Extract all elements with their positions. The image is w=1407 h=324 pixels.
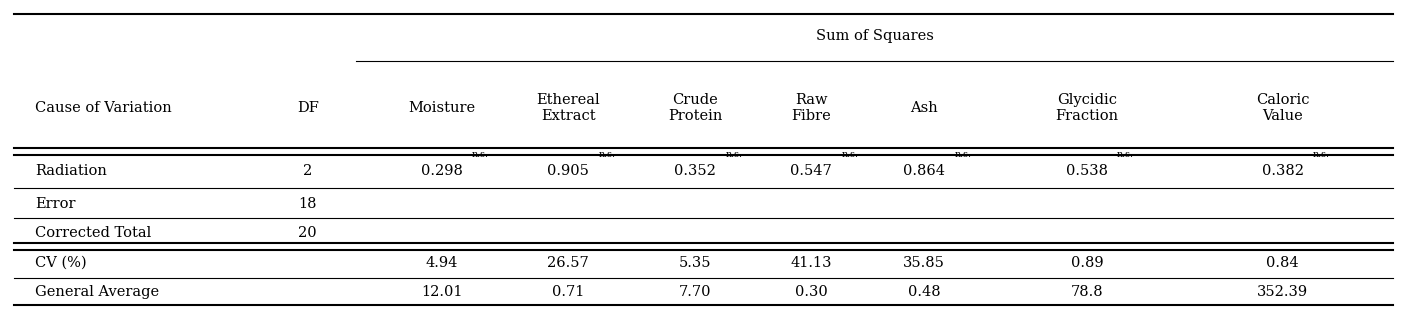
Text: DF: DF: [297, 101, 319, 115]
Text: Moisture: Moisture: [408, 101, 476, 115]
Text: 2: 2: [303, 164, 312, 178]
Text: n.s.: n.s.: [726, 150, 743, 159]
Text: 0.864: 0.864: [903, 164, 946, 178]
Text: 4.94: 4.94: [425, 256, 457, 270]
Text: Ash: Ash: [910, 101, 938, 115]
Text: Corrected Total: Corrected Total: [35, 226, 151, 240]
Text: 26.57: 26.57: [547, 256, 590, 270]
Text: Crude
Protein: Crude Protein: [668, 93, 722, 123]
Text: n.s.: n.s.: [599, 150, 616, 159]
Text: Ethereal
Extract: Ethereal Extract: [536, 93, 601, 123]
Text: 41.13: 41.13: [791, 256, 832, 270]
Text: n.s.: n.s.: [841, 150, 858, 159]
Text: Error: Error: [35, 197, 75, 211]
Text: 0.84: 0.84: [1266, 256, 1299, 270]
Text: 7.70: 7.70: [680, 285, 712, 299]
Text: 0.352: 0.352: [674, 164, 716, 178]
Text: 12.01: 12.01: [421, 285, 463, 299]
Text: n.s.: n.s.: [954, 150, 971, 159]
Text: n.s.: n.s.: [1313, 150, 1330, 159]
Text: Sum of Squares: Sum of Squares: [816, 29, 933, 43]
Text: 5.35: 5.35: [680, 256, 712, 270]
Text: 352.39: 352.39: [1256, 285, 1309, 299]
Text: 0.30: 0.30: [795, 285, 827, 299]
Text: Cause of Variation: Cause of Variation: [35, 101, 172, 115]
Text: 0.48: 0.48: [908, 285, 940, 299]
Text: 0.382: 0.382: [1262, 164, 1304, 178]
Text: CV (%): CV (%): [35, 256, 86, 270]
Text: 0.905: 0.905: [547, 164, 590, 178]
Text: 0.298: 0.298: [421, 164, 463, 178]
Text: 0.538: 0.538: [1067, 164, 1107, 178]
Text: 0.547: 0.547: [791, 164, 832, 178]
Text: 78.8: 78.8: [1071, 285, 1103, 299]
Text: 20: 20: [298, 226, 317, 240]
Text: 0.71: 0.71: [552, 285, 584, 299]
Text: 0.89: 0.89: [1071, 256, 1103, 270]
Text: n.s.: n.s.: [471, 150, 488, 159]
Text: n.s.: n.s.: [1117, 150, 1134, 159]
Text: Caloric
Value: Caloric Value: [1256, 93, 1310, 123]
Text: Glycidic
Fraction: Glycidic Fraction: [1055, 93, 1119, 123]
Text: General Average: General Average: [35, 285, 159, 299]
Text: 18: 18: [298, 197, 317, 211]
Text: Radiation: Radiation: [35, 164, 107, 178]
Text: Raw
Fibre: Raw Fibre: [791, 93, 832, 123]
Text: 35.85: 35.85: [903, 256, 946, 270]
